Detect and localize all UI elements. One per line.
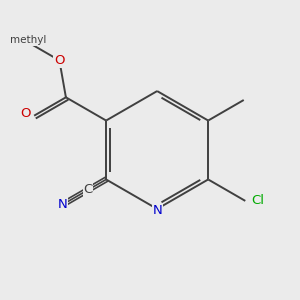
Text: N: N (152, 204, 162, 217)
Text: O: O (20, 107, 31, 120)
Text: C: C (83, 184, 92, 196)
Text: O: O (54, 54, 64, 67)
Text: methyl: methyl (10, 35, 46, 45)
Text: N: N (58, 198, 68, 211)
Text: Cl: Cl (252, 194, 265, 207)
